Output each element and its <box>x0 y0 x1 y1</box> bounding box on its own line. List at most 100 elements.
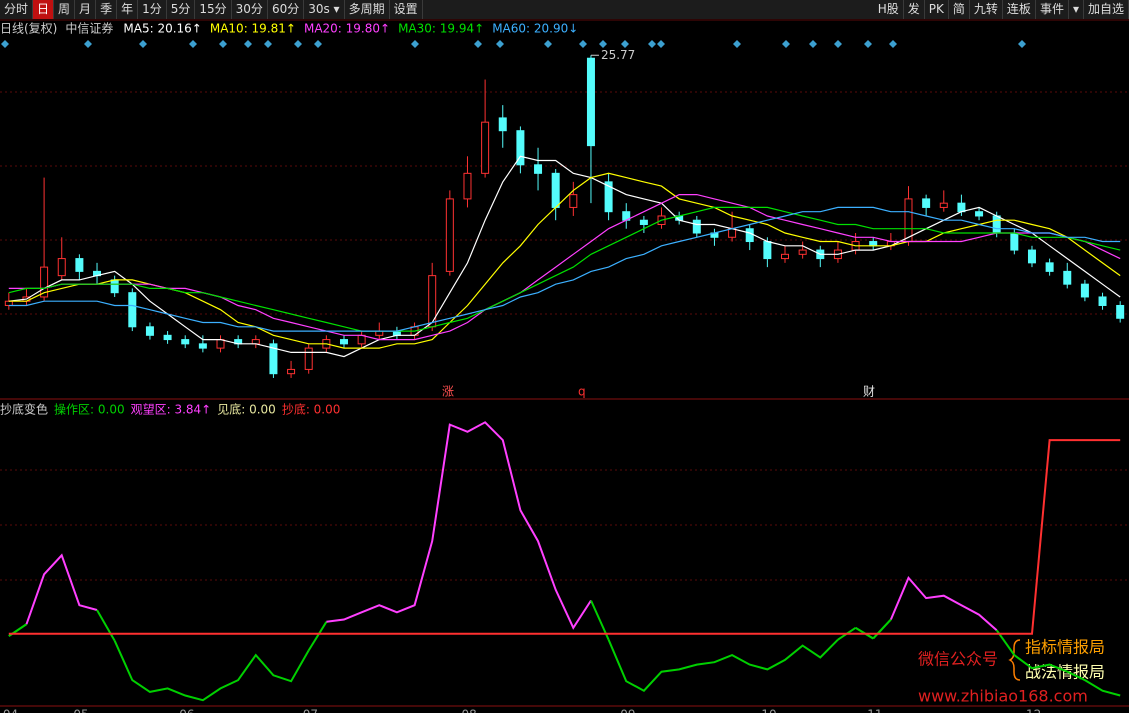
candle-body <box>551 172 560 208</box>
indicator-line <box>96 609 116 642</box>
indicator-line <box>307 621 328 651</box>
candle-body <box>957 202 966 213</box>
toolbar-button[interactable]: 设置 <box>390 0 423 19</box>
toolbar-button[interactable]: 多周期 <box>345 0 390 19</box>
signal-marker <box>84 40 92 48</box>
toolbar-button[interactable]: 60分 <box>268 0 305 19</box>
candle-body <box>163 334 172 341</box>
toolbar-button[interactable]: 事件 <box>1036 0 1069 19</box>
toolbar-left: 分时日周月季年 1分 5分 15分 30分 60分 30s ▾ 多周期 设置 <box>0 0 423 19</box>
candle-body <box>75 258 84 272</box>
signal-marker <box>219 40 227 48</box>
candle-body <box>869 241 878 247</box>
signal-marker <box>657 40 665 48</box>
candle-body <box>110 279 119 294</box>
candle-body <box>516 130 525 166</box>
signal-marker <box>621 40 629 48</box>
toolbar-button[interactable]: 30分 <box>232 0 268 19</box>
candle-body <box>1010 232 1019 251</box>
toolbar-button[interactable]: 连板 <box>1003 0 1036 19</box>
toolbar-button[interactable]: 简 <box>949 0 970 19</box>
info-text: MA60: 20.90↓ <box>492 22 578 36</box>
toolbar-button[interactable]: 5分 <box>167 0 196 19</box>
peak-label: 25.77 <box>601 48 635 62</box>
candle-body <box>975 211 984 217</box>
toolbar-button[interactable]: 发 <box>904 0 925 19</box>
toolbar-button[interactable]: 1分 <box>138 0 167 19</box>
info-text: MA20: 19.80↑ <box>304 22 390 36</box>
toolbar-button[interactable]: 分时 <box>0 0 34 19</box>
ma-line <box>8 194 1121 341</box>
candle-body <box>357 334 366 345</box>
info-text: 日线(复权) <box>0 22 57 36</box>
toolbar-button[interactable]: 周 <box>54 0 76 19</box>
indicator-line <box>326 421 592 630</box>
candle-body <box>904 198 913 243</box>
signal-marker <box>864 40 872 48</box>
toolbar-button[interactable]: 15分 <box>195 0 232 19</box>
candle-body <box>1063 270 1072 285</box>
x-tick-label: 08 <box>461 708 476 713</box>
candle-body <box>798 249 807 255</box>
candle-body <box>339 339 348 345</box>
signal-marker <box>544 40 552 48</box>
x-tick-label: 12 <box>1026 708 1041 713</box>
candle-body <box>128 292 137 328</box>
candle-body <box>692 219 701 234</box>
watermark: 指标情报局 <box>1025 638 1105 657</box>
indicator-line <box>1013 654 1121 697</box>
toolbar-button[interactable]: 30s ▾ <box>304 0 345 19</box>
signal-marker <box>599 40 607 48</box>
candle-body <box>728 228 737 238</box>
candle-body <box>4 300 13 306</box>
indicator-line <box>607 638 839 692</box>
candle-body <box>181 339 190 345</box>
signal-marker <box>579 40 587 48</box>
watermark: www.zhibiao168.com <box>918 687 1088 706</box>
candle-body <box>534 164 543 174</box>
toolbar-button[interactable]: 日 <box>33 0 55 19</box>
ma-line <box>8 206 1121 332</box>
annotation: q <box>578 385 586 399</box>
toolbar-button[interactable]: 年 <box>117 0 139 19</box>
candle-body <box>198 343 207 349</box>
toolbar-button[interactable]: 加自选 <box>1084 0 1129 19</box>
candle-body <box>1116 304 1125 319</box>
toolbar-button[interactable]: 九转 <box>970 0 1003 19</box>
signal-marker <box>139 40 147 48</box>
signal-marker <box>411 40 419 48</box>
toolbar-button[interactable]: H股 <box>874 0 904 19</box>
x-tick-label: 10 <box>761 708 776 713</box>
candle-body <box>992 215 1001 234</box>
signal-marker <box>496 40 504 48</box>
ma-line <box>8 206 1121 332</box>
signal-marker <box>733 40 741 48</box>
signal-marker <box>889 40 897 48</box>
toolbar-button[interactable]: 月 <box>75 0 97 19</box>
candle-body <box>1045 262 1054 272</box>
info-text: MA5: 20.16↑ <box>123 22 201 36</box>
x-tick-label: 11 <box>867 708 882 713</box>
candle-body <box>763 241 772 260</box>
x-tick-label: 07 <box>303 708 318 713</box>
indicator-line <box>8 439 1121 635</box>
candle-body <box>1080 283 1089 298</box>
signal-marker <box>1 40 9 48</box>
x-tick-label: 09 <box>620 708 635 713</box>
annotation: 财 <box>863 385 875 399</box>
toolbar-button[interactable]: ▾ <box>1069 0 1084 19</box>
indicator-title: 抄底变色 <box>0 402 48 417</box>
candle-body <box>604 181 613 213</box>
signal-marker <box>244 40 252 48</box>
info-text: MA30: 19.94↑ <box>398 22 484 36</box>
indicator-line <box>113 640 310 702</box>
toolbar-button[interactable]: 季 <box>96 0 118 19</box>
signal-marker <box>809 40 817 48</box>
toolbar-button[interactable]: PK <box>925 0 949 19</box>
indicator-line <box>889 576 998 631</box>
indicator-line <box>872 618 892 640</box>
signal-marker <box>264 40 272 48</box>
watermark: 微信公众号 <box>918 650 998 669</box>
candle-body <box>463 172 472 200</box>
